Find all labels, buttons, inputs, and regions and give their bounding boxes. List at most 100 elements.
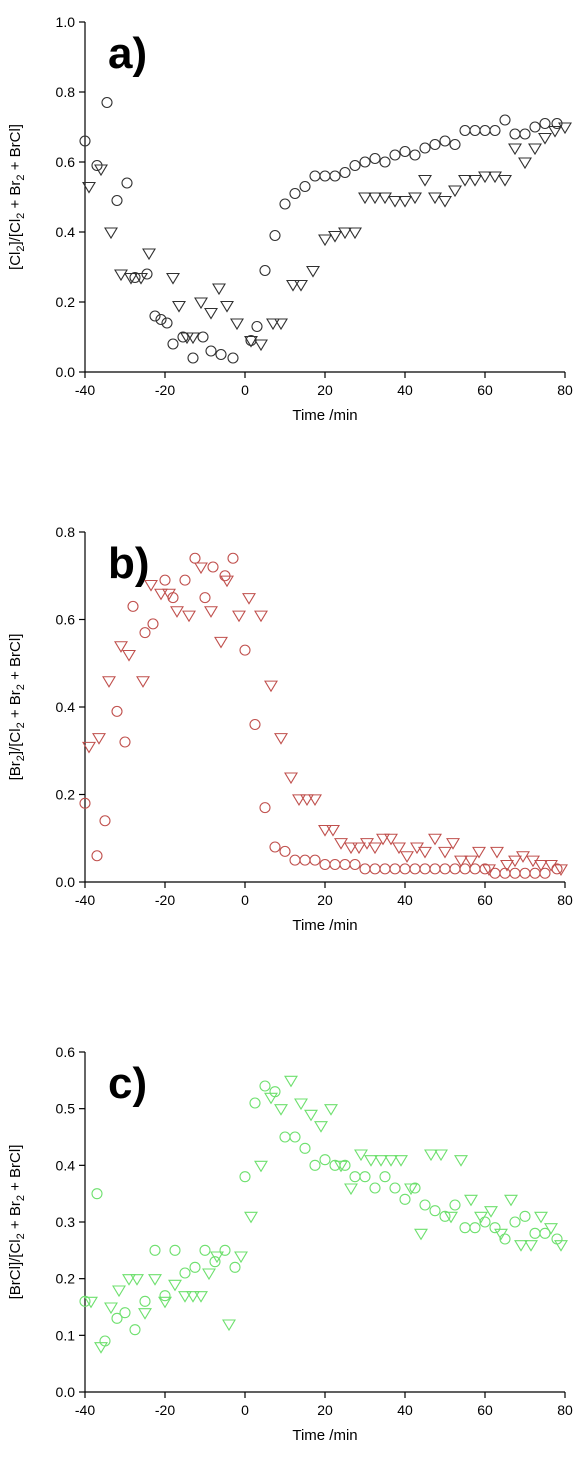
data-point-circle [91,1188,103,1200]
data-point-triangle [428,192,442,205]
data-point-circle [259,802,271,814]
series-triangle-down [82,562,568,876]
data-point-triangle [294,279,308,292]
data-point-triangle [194,297,208,310]
data-point-circle [509,867,521,879]
data-point-triangle [474,1211,488,1224]
data-point-circle [187,352,199,364]
data-point-circle [219,1244,231,1256]
x-axis-label: Time /min [292,917,357,934]
x-tick-label: 20 [317,382,333,398]
data-point-circle [111,194,123,207]
data-point-circle [529,1227,541,1239]
x-tick-label: 0 [241,892,249,908]
data-point-triangle [162,588,176,601]
y-axis-label: [Cl2]/[Cl2 + Br2 + BrCl] [7,124,27,270]
data-point-circle [207,561,219,573]
data-point-circle [249,1097,261,1109]
data-point-circle [259,1080,271,1092]
data-point-triangle [518,157,532,170]
data-point-circle [215,348,227,361]
data-point-triangle [384,1155,398,1167]
data-point-triangle [232,610,246,623]
panel-label: c) [108,1059,147,1108]
data-point-circle [399,863,411,875]
data-point-circle [309,1159,321,1171]
data-point-triangle [544,859,558,872]
data-point-circle [167,338,179,350]
data-point-triangle [104,1302,118,1315]
x-tick-label: 40 [397,382,413,398]
data-point-triangle [482,864,496,876]
data-point-circle [289,187,301,200]
data-point-triangle [368,842,382,855]
data-point-circle [349,159,361,172]
data-point-circle [369,152,381,165]
data-point-triangle [306,265,320,278]
data-point-circle [489,124,501,137]
data-point-circle [229,1261,241,1273]
data-point-triangle [82,181,96,194]
x-tick-label: -20 [155,1402,175,1418]
data-point-triangle [222,1319,236,1332]
data-point-triangle [314,1121,328,1133]
data-point-circle [499,114,511,126]
data-point-triangle [508,143,522,156]
y-tick-label: 0.4 [56,224,76,240]
data-point-triangle [376,833,390,846]
data-point-triangle [284,772,298,785]
y-tick-label: 0.2 [56,1271,76,1287]
x-tick-label: 40 [397,892,413,908]
data-point-circle [499,1233,511,1245]
data-point-circle [339,166,351,179]
data-point-circle [119,736,131,748]
data-point-circle [349,1171,361,1183]
y-axis-label-subscript: 2 [15,246,27,252]
data-point-circle [319,858,331,871]
y-tick-label: 0.1 [56,1327,76,1343]
data-point-triangle [242,593,256,605]
data-point-circle [179,574,191,586]
data-point-triangle [230,318,244,331]
data-point-triangle [82,741,96,754]
data-point-circle [369,1182,381,1194]
data-point-triangle [244,1211,258,1224]
data-point-circle [399,145,411,158]
data-point-circle [147,618,159,630]
data-point-triangle [348,227,362,240]
y-axis-label-part: [BrCl]/[Cl [7,1239,24,1299]
data-point-triangle [220,300,234,313]
y-axis-label-part: + Br [7,1201,24,1233]
data-point-circle [189,552,201,564]
data-point-triangle [448,185,462,198]
data-point-circle [199,592,211,604]
x-tick-label: 60 [477,382,493,398]
data-point-circle [429,138,441,151]
data-point-circle [429,1205,441,1217]
data-point-triangle [324,1104,338,1116]
series-triangle-down [82,122,572,352]
data-point-triangle [516,851,530,863]
data-point-triangle [398,195,412,208]
data-point-triangle [328,230,342,243]
x-tick-label: 60 [477,892,493,908]
data-point-triangle [504,1194,518,1207]
data-point-triangle [84,1296,98,1309]
data-point-triangle [554,864,568,876]
data-point-circle [309,170,321,182]
data-point-triangle [498,174,512,187]
data-point-triangle [244,335,258,348]
data-point-circle [449,1199,461,1211]
data-point-circle [519,867,531,879]
data-point-circle [269,229,281,242]
x-axis-label: Time /min [292,407,357,424]
data-point-circle [539,117,551,130]
x-tick-label: 0 [241,1402,249,1418]
data-point-triangle [364,1155,378,1167]
y-axis-label-subscript: 2 [15,174,27,180]
x-tick-label: 60 [477,1402,493,1418]
chart-panel-2: 0.0 0.2 0.4 0.6 0.8 -40 -20 0 20 40 60 80 Time /min [… [7,524,573,934]
data-point-circle [279,845,291,857]
data-point-circle [239,644,251,656]
